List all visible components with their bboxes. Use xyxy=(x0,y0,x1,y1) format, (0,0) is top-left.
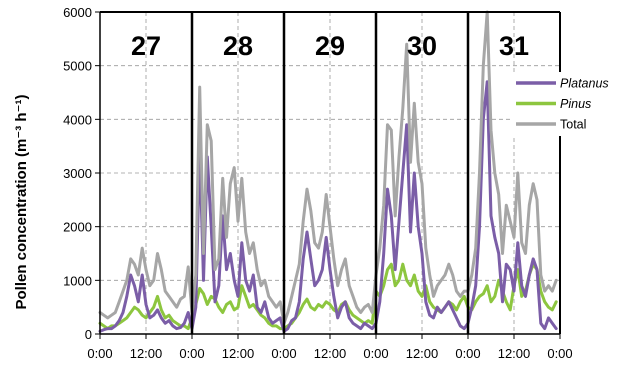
y-tick-label: 3000 xyxy=(63,166,92,181)
x-tick-label: 12:00 xyxy=(498,346,531,361)
x-tick-label: 0:00 xyxy=(455,346,480,361)
day-label: 29 xyxy=(315,31,345,61)
x-tick-label: 0:00 xyxy=(87,346,112,361)
day-label: 31 xyxy=(499,31,529,61)
y-tick-label: 0 xyxy=(85,327,92,342)
x-tick-label: 12:00 xyxy=(130,346,163,361)
legend-label: Total xyxy=(560,118,586,132)
axes xyxy=(95,11,561,339)
x-tick-label: 12:00 xyxy=(314,346,347,361)
legend-label: Platanus xyxy=(560,77,609,91)
series-line-pinus xyxy=(98,262,558,331)
series-line-total xyxy=(98,10,558,325)
y-tick-label: 5000 xyxy=(63,59,92,74)
series-lines xyxy=(98,10,558,333)
legend-label: Pinus xyxy=(560,97,591,111)
legend: Platanus Pinus Total xyxy=(512,72,620,136)
x-tick-label: 0:00 xyxy=(271,346,296,361)
series-line-platanus xyxy=(98,80,558,333)
y-axis-label: Pollen concentration (m⁻³ h⁻¹) xyxy=(13,94,30,309)
day-label: 27 xyxy=(131,31,161,61)
day-label: 28 xyxy=(223,31,253,61)
x-tick-label: 12:00 xyxy=(222,346,255,361)
x-tick-label: 0:00 xyxy=(547,346,572,361)
x-tick-label: 0:00 xyxy=(179,346,204,361)
y-tick-label: 6000 xyxy=(63,5,92,20)
day-label: 30 xyxy=(407,31,437,61)
x-tick-label: 12:00 xyxy=(406,346,439,361)
y-tick-label: 2000 xyxy=(63,220,92,235)
y-tick-label: 1000 xyxy=(63,273,92,288)
tick-labels: 0 1000 2000 3000 4000 5000 6000 0:00 12:00 0:00 12… xyxy=(63,5,573,361)
day-separators xyxy=(190,12,470,334)
y-tick-label: 4000 xyxy=(63,112,92,127)
day-labels: 27 28 29 30 31 xyxy=(131,31,529,61)
x-tick-label: 0:00 xyxy=(363,346,388,361)
